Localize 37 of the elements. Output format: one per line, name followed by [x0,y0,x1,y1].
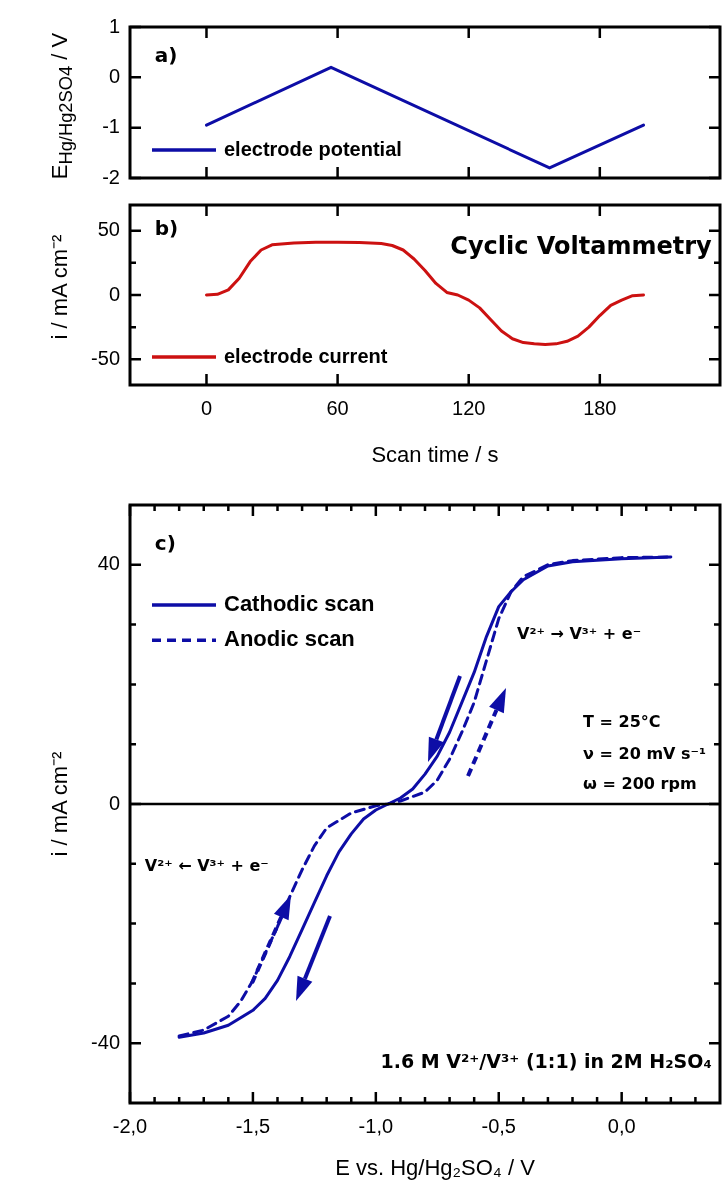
y-tick-label: -2 [102,165,120,188]
x-tick-label: -2,0 [112,1114,148,1137]
x-tick-label: 0,0 [607,1114,636,1137]
annotation: Cyclic Voltammetry [450,231,713,260]
y-axis-title: i / mA cm⁻² [46,234,73,340]
y-tick-label: -1 [102,115,120,138]
annotation: b) [154,216,179,241]
x-tick-label: 120 [452,396,486,419]
annotation: 1.6 M V²⁺/V³⁺ (1:1) in 2M H₂SO₄ [380,1049,712,1072]
x-tick-label: 0 [200,396,213,419]
x-tick-label: 60 [326,396,349,419]
x-tick-label: 180 [583,396,617,419]
y-tick-label: 1 [108,14,120,37]
y-tick-label: -40 [91,1030,120,1053]
legend-label: electrode potential [224,137,402,160]
y-tick-label: 40 [97,552,120,575]
x-axis-title: Scan time / s [371,442,499,468]
y-tick-label: 50 [97,218,120,241]
y-axis-title: i / mA cm⁻² [46,751,73,857]
legend-label: Anodic scan [224,626,355,652]
annotation: V²⁺ → V³⁺ + e⁻ [517,623,642,643]
legend-label: Cathodic scan [224,591,375,617]
y-tick-label: 0 [108,282,120,305]
x-tick-label: -0,5 [481,1114,516,1137]
annotation: c) [154,531,176,556]
x-tick-label: -1,5 [235,1114,271,1137]
annotation: a) [154,42,178,67]
x-axis-title: E vs. Hg/Hg₂SO₄ / V [335,1155,535,1181]
y-tick-label: -50 [91,346,120,369]
annotation: V²⁺ ← V³⁺ + e⁻ [144,855,269,875]
y-tick-label: 0 [108,64,120,87]
x-tick-label: -1,0 [358,1114,394,1137]
annotation: ω = 200 rpm [583,774,697,794]
annotation: T = 25°C [583,712,661,732]
annotation: ν = 20 mV s⁻¹ [583,743,707,763]
y-tick-label: 0 [108,791,120,814]
legend-label: electrode current [224,344,388,367]
